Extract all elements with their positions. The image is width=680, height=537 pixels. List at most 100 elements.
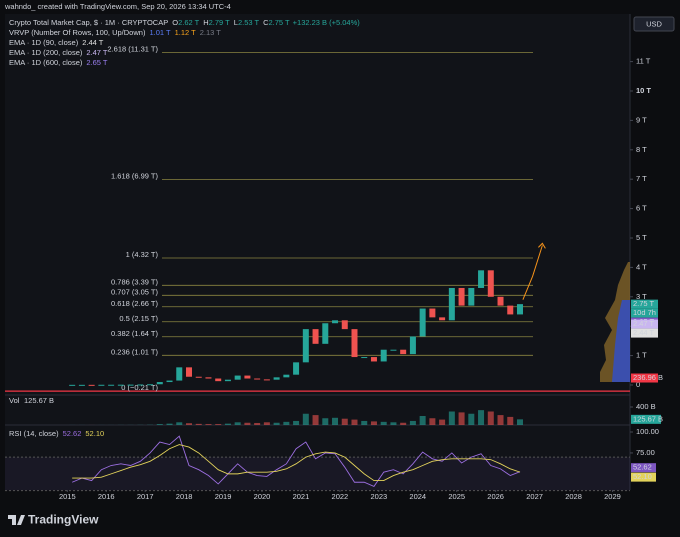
x-tick-label: 2020 bbox=[254, 492, 271, 501]
legend-ema: EMA · 1D (200, close) 2.47 T bbox=[9, 48, 108, 57]
candle bbox=[176, 367, 183, 381]
candle bbox=[487, 270, 494, 297]
volume-tick-label: 400 B bbox=[636, 402, 656, 411]
volume-bar bbox=[439, 419, 446, 425]
candle bbox=[283, 374, 290, 378]
candle bbox=[156, 382, 163, 385]
volume-bar bbox=[254, 422, 261, 425]
volume-bar bbox=[263, 422, 270, 425]
volume-bar bbox=[185, 423, 192, 425]
volume-marker bbox=[631, 414, 661, 424]
candle bbox=[351, 329, 358, 358]
vrvp-value: 1.01 T bbox=[149, 28, 171, 37]
candle bbox=[254, 378, 261, 380]
candle bbox=[302, 329, 309, 363]
ema-name: EMA · 1D (600, close) bbox=[9, 58, 83, 67]
candle bbox=[507, 305, 514, 315]
volume-bar bbox=[332, 417, 339, 425]
chart-pane bbox=[5, 14, 630, 490]
candle bbox=[516, 304, 523, 315]
x-tick-label: 2027 bbox=[526, 492, 543, 501]
vrvp-value: 1.12 T bbox=[175, 28, 197, 37]
candle bbox=[137, 384, 144, 386]
symbol: Crypto Total Market Cap, $ · 1M · CRYPTO… bbox=[9, 18, 168, 27]
y-tick-label: 8 T bbox=[636, 145, 647, 154]
volume-bar bbox=[478, 410, 485, 425]
fib-label: 1 (4.32 T) bbox=[126, 250, 159, 259]
volume-bar bbox=[176, 422, 183, 425]
y-tick-label: 5 T bbox=[636, 233, 647, 242]
volume-marker-label: 125.67 B bbox=[633, 414, 663, 423]
volume-bar bbox=[409, 420, 416, 425]
x-tick-label: 2024 bbox=[409, 492, 426, 501]
currency[interactable]: USD bbox=[646, 19, 662, 28]
y-tick-label: 6 T bbox=[636, 204, 647, 213]
y-tick-label: 4 T bbox=[636, 262, 647, 271]
vrvp-name: VRVP (Number Of Rows, 100, Up/Down) bbox=[9, 28, 146, 37]
volume-bar bbox=[341, 418, 348, 425]
candle bbox=[458, 287, 465, 306]
rsi-marker bbox=[631, 472, 656, 482]
candle bbox=[341, 320, 348, 330]
candle bbox=[478, 270, 485, 288]
candle bbox=[273, 377, 280, 380]
rsi-band bbox=[5, 457, 630, 491]
ema-name: EMA · 1D (200, close) bbox=[9, 48, 83, 57]
rsi-title: RSI (14, close) 52.62 52.10 bbox=[9, 429, 104, 438]
rsi-last: 52.62 bbox=[63, 429, 82, 438]
rsi-tick-label: 100.00 bbox=[636, 427, 659, 436]
candle bbox=[117, 384, 124, 386]
y-tick-label: 3 T bbox=[636, 292, 647, 301]
price-marker bbox=[631, 299, 658, 309]
currency-button[interactable] bbox=[633, 16, 675, 32]
arrow-head bbox=[538, 242, 546, 249]
fib-label: 0 (−0.21 T) bbox=[121, 383, 158, 392]
volume-bar bbox=[283, 421, 290, 425]
volume-bar bbox=[468, 413, 475, 425]
y-tick-label: 1 T bbox=[636, 351, 647, 360]
y-tick-label: 10 T bbox=[636, 86, 651, 95]
x-tick-label: 2017 bbox=[137, 492, 154, 501]
vrvp-value: 2.13 T bbox=[200, 28, 222, 37]
volume-bar bbox=[380, 421, 387, 425]
ema-name: EMA · 1D (90, close) bbox=[9, 38, 79, 47]
price-marker bbox=[631, 328, 658, 338]
x-tick-label: 2023 bbox=[370, 492, 387, 501]
ohlc-value: 2.79 T bbox=[209, 18, 231, 27]
ohlc-key: L bbox=[234, 18, 238, 27]
price-marker-label: 2.75 T bbox=[633, 299, 655, 308]
legend-vrvp: VRVP (Number Of Rows, 100, Up/Down) 1.01 … bbox=[9, 28, 221, 37]
y-tick-label: 9 T bbox=[636, 115, 647, 124]
candle bbox=[390, 349, 397, 351]
candle bbox=[205, 377, 212, 379]
candle bbox=[88, 384, 95, 386]
candle bbox=[429, 308, 436, 318]
rsi-ma-last: 52.10 bbox=[85, 429, 104, 438]
candle bbox=[98, 384, 105, 386]
volume-title: Vol bbox=[9, 396, 20, 405]
x-tick-label: 2029 bbox=[604, 492, 621, 501]
countdown: 10d 7h bbox=[633, 308, 656, 317]
candle bbox=[400, 349, 407, 355]
credit: wahndo_ created with TradingView.com, Se… bbox=[4, 2, 231, 11]
candle bbox=[78, 384, 85, 386]
legend-ema: EMA · 1D (90, close) 2.44 T bbox=[9, 38, 104, 47]
ohlc-key: O bbox=[172, 18, 178, 27]
price-marker-label: 2.44 T bbox=[633, 328, 655, 337]
rsi-line bbox=[71, 435, 521, 487]
y-tick-label: 7 T bbox=[636, 174, 647, 183]
candle bbox=[185, 367, 192, 377]
volume-bar bbox=[487, 411, 494, 425]
volume-bar bbox=[448, 411, 455, 425]
volume-bar bbox=[390, 422, 397, 425]
volume-bar bbox=[156, 424, 163, 425]
volume-bar bbox=[273, 422, 280, 425]
fib-label: 0.236 (1.01 T) bbox=[111, 347, 158, 356]
price-marker-label: 2.47 T bbox=[633, 319, 655, 328]
ema-value: 2.47 T bbox=[86, 48, 108, 57]
volume-bar bbox=[370, 421, 377, 425]
ohlc-key: H bbox=[203, 18, 208, 27]
legend-symbol: Crypto Total Market Cap, $ · 1M · CRYPTO… bbox=[9, 18, 360, 27]
